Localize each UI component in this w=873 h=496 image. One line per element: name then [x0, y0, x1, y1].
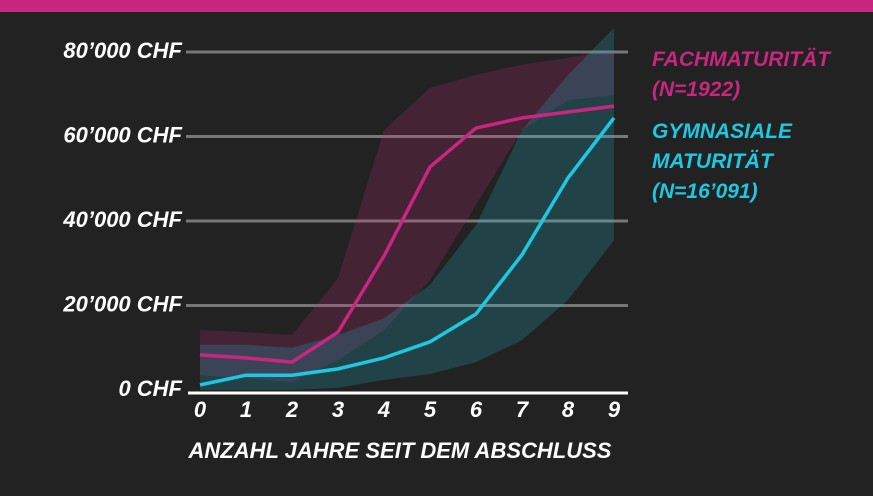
x-axis-label: ANZAHL JAHRE SEIT DEM ABSCHLUSS — [188, 438, 612, 463]
x-tick-label: 7 — [516, 397, 530, 422]
x-tick-label: 8 — [562, 397, 575, 422]
x-tick-label: 2 — [285, 397, 299, 422]
legend-entry: GYMNASIALE MATURITÄT (N=16’091) — [652, 120, 793, 203]
legend-entry: FACHMATURITÄT (N=1922) — [652, 48, 831, 101]
x-tick-label: 5 — [424, 397, 437, 422]
y-tick-label: 60’000 CHF — [63, 122, 182, 147]
range-band — [200, 27, 614, 390]
x-tick-label: 1 — [240, 397, 252, 422]
x-tick-label: 0 — [194, 397, 207, 422]
x-tick-label: 9 — [608, 397, 621, 422]
range-band — [200, 49, 614, 382]
x-tick-label: 4 — [377, 397, 390, 422]
x-tick-label: 6 — [470, 397, 483, 422]
top-bar — [0, 0, 873, 12]
y-tick-label: 80’000 CHF — [63, 38, 182, 63]
series-line — [199, 116, 616, 387]
y-tick-label: 0 CHF — [118, 376, 182, 401]
series-line — [199, 104, 615, 364]
y-tick-label: 40’000 CHF — [62, 207, 182, 232]
y-tick-label: 20’000 CHF — [62, 291, 182, 316]
x-tick-label: 3 — [332, 397, 344, 422]
